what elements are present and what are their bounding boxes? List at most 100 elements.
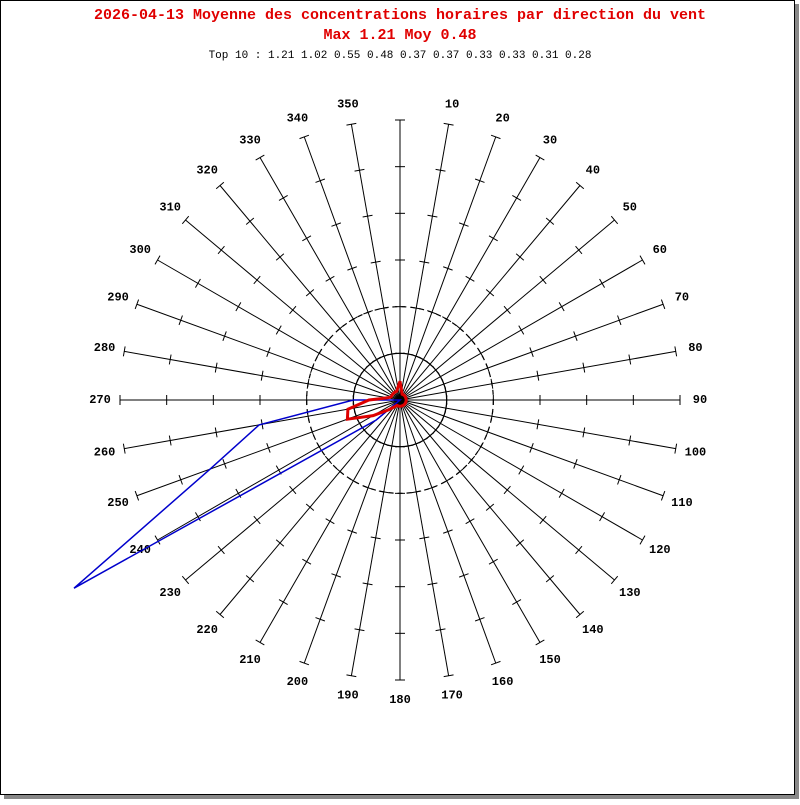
tick-mark	[275, 325, 282, 335]
direction-label: 20	[495, 111, 509, 125]
direction-label: 120	[649, 543, 671, 557]
direction-label: 350	[337, 98, 359, 112]
tick-mark	[181, 575, 190, 585]
tick-mark	[474, 178, 485, 183]
tick-mark	[134, 299, 140, 310]
direction-label: 190	[337, 689, 359, 703]
tick-mark	[214, 362, 218, 373]
tick-mark	[503, 485, 511, 495]
tick-mark	[575, 245, 583, 255]
tick-mark	[278, 194, 288, 201]
tick-mark	[503, 305, 511, 315]
direction-label: 210	[239, 653, 261, 667]
tick-mark	[245, 575, 255, 583]
tick-mark	[275, 539, 285, 547]
tick-mark	[573, 331, 578, 342]
tick-mark	[674, 443, 678, 454]
tick-mark	[134, 490, 140, 501]
tick-mark	[573, 458, 578, 469]
tick-mark	[582, 427, 586, 438]
direction-label: 280	[94, 341, 116, 355]
tick-mark	[628, 354, 632, 365]
chart-title: 2026-04-13 Moyenne des concentrations ho…	[94, 7, 706, 24]
direction-label: 60	[653, 243, 667, 257]
tick-mark	[545, 217, 555, 225]
direction-label: 40	[586, 163, 600, 177]
tick-mark	[289, 305, 297, 315]
direction-label: 30	[543, 133, 557, 147]
tick-mark	[354, 628, 365, 632]
tick-mark	[427, 582, 438, 586]
tick-mark	[512, 599, 522, 606]
tick-mark	[168, 435, 172, 446]
tick-mark	[325, 275, 335, 282]
tick-mark	[427, 214, 438, 218]
tick-mark	[245, 217, 255, 225]
direction-label: 110	[671, 496, 693, 510]
ring	[306, 306, 494, 494]
tick-mark	[536, 370, 540, 381]
tick-mark	[518, 465, 525, 475]
tick-mark	[474, 617, 485, 622]
tick-mark	[515, 539, 525, 547]
tick-mark	[222, 331, 227, 342]
direction-label: 130	[619, 586, 641, 600]
tick-mark	[214, 427, 218, 438]
direction-label: 200	[287, 675, 309, 689]
tick-mark	[443, 674, 454, 678]
tick-mark	[347, 529, 357, 534]
tick-mark	[215, 610, 225, 619]
tick-mark	[512, 194, 522, 201]
direction-label: 50	[623, 200, 637, 214]
direction-label: 80	[688, 341, 702, 355]
direction-label: 320	[196, 163, 218, 177]
tick-mark	[435, 628, 446, 632]
tick-mark	[122, 346, 126, 357]
tick-mark	[610, 575, 619, 585]
tick-mark	[419, 260, 430, 264]
tick-mark	[575, 610, 585, 619]
tick-mark	[610, 215, 619, 225]
tick-mark	[575, 545, 583, 555]
direction-label: 270	[89, 393, 111, 407]
tick-mark	[617, 474, 622, 485]
tick-mark	[178, 474, 183, 485]
tick-mark	[346, 674, 357, 678]
tick-mark	[628, 435, 632, 446]
tick-mark	[260, 370, 264, 381]
tick-mark	[515, 253, 525, 261]
tick-mark	[558, 488, 565, 498]
direction-label: 140	[582, 623, 604, 637]
tick-mark	[536, 419, 540, 430]
tick-mark	[535, 639, 545, 646]
tick-mark	[617, 315, 622, 326]
tick-mark	[325, 518, 335, 525]
tick-mark	[558, 302, 565, 312]
direction-label: 340	[287, 111, 309, 125]
tick-mark	[435, 168, 446, 172]
direction-label: 260	[94, 445, 116, 459]
tick-mark	[639, 255, 646, 265]
series-polygon	[73, 399, 403, 589]
direction-label: 10	[445, 98, 459, 112]
tick-mark	[660, 299, 666, 310]
tick-mark	[255, 639, 265, 646]
direction-label: 160	[492, 675, 514, 689]
direction-label: 250	[107, 496, 129, 510]
tick-mark	[545, 575, 555, 583]
tick-mark	[168, 354, 172, 365]
tick-mark	[194, 512, 201, 522]
tick-mark	[362, 214, 373, 218]
tick-mark	[299, 134, 310, 140]
tick-mark	[215, 181, 225, 190]
tick-mark	[278, 599, 288, 606]
tick-mark	[253, 275, 261, 285]
tick-mark	[419, 536, 430, 540]
direction-label: 180	[389, 693, 411, 707]
tick-mark	[660, 490, 666, 501]
tick-mark	[222, 458, 227, 469]
tick-mark	[488, 558, 498, 565]
tick-mark	[458, 573, 469, 578]
tick-mark	[154, 255, 161, 265]
